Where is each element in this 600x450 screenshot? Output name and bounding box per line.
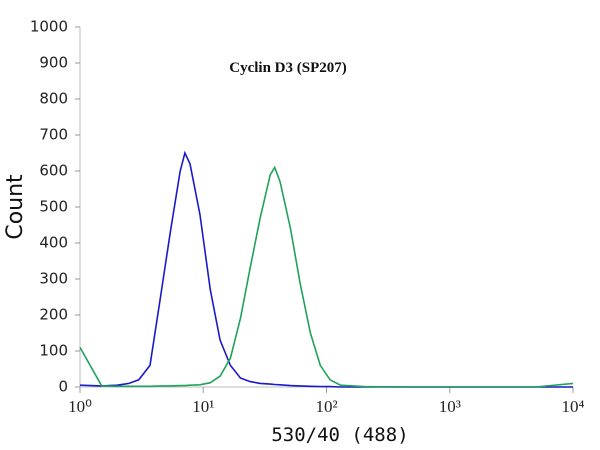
y-tick-label: 700 xyxy=(39,126,68,144)
chart-title: Cyclin D3 (SP207) xyxy=(229,60,347,76)
y-tick-label: 300 xyxy=(39,270,68,288)
histogram-line xyxy=(79,150,573,388)
x-tick-label: 10⁰ xyxy=(68,397,92,416)
y-tick-label: 400 xyxy=(39,234,68,252)
y-tick-label: 900 xyxy=(39,54,68,72)
y-tick-label: 600 xyxy=(39,162,68,180)
y-tick-label: 800 xyxy=(39,90,68,108)
y-axis-label: Count xyxy=(3,174,28,240)
y-tick-label: 1000 xyxy=(30,18,68,36)
x-tick-label: 10³ xyxy=(439,397,461,416)
y-tick-label: 100 xyxy=(39,342,68,360)
y-tick-label: 200 xyxy=(39,306,68,324)
x-tick-label: 10¹ xyxy=(192,397,214,416)
y-tick-label: 0 xyxy=(58,378,68,396)
y-tick-label: 500 xyxy=(39,198,68,216)
x-tick-label: 10⁴ xyxy=(562,397,585,416)
x-axis-label: 530/40 (488) xyxy=(271,424,408,446)
x-tick-label: 10² xyxy=(315,397,337,416)
histogram-line xyxy=(79,165,574,388)
